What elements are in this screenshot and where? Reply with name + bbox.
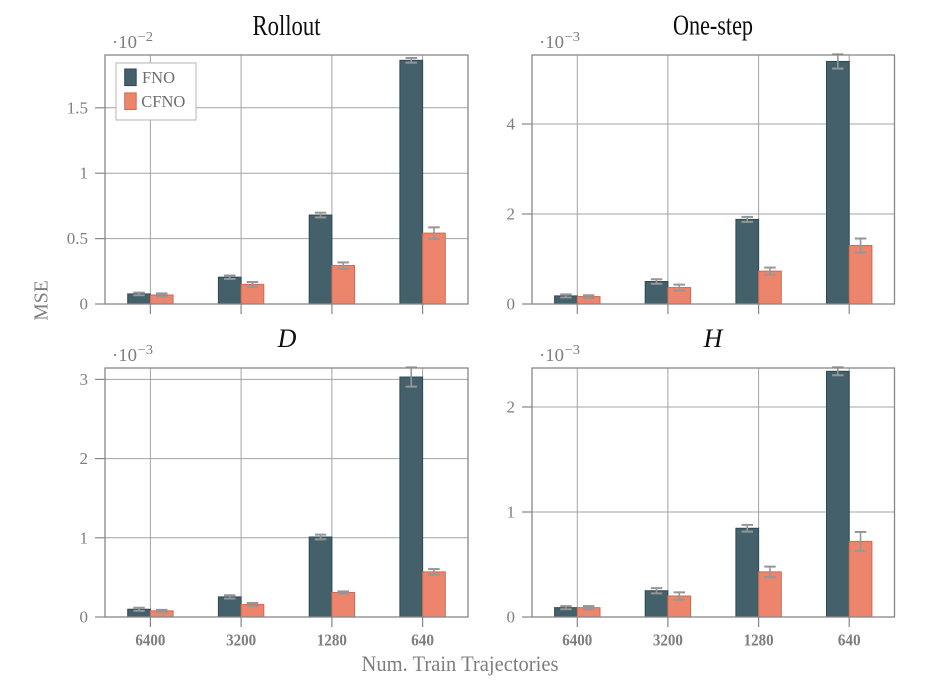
svg-text:−3: −3 bbox=[565, 29, 581, 44]
svg-text:4: 4 bbox=[507, 115, 516, 134]
svg-text:0: 0 bbox=[80, 295, 89, 314]
svg-text:−3: −3 bbox=[565, 342, 581, 357]
svg-text:3200: 3200 bbox=[653, 631, 683, 650]
svg-text:1280: 1280 bbox=[744, 631, 774, 650]
svg-text:0: 0 bbox=[507, 608, 516, 627]
svg-text:One-step: One-step bbox=[673, 10, 753, 42]
svg-text:0.5: 0.5 bbox=[67, 229, 88, 248]
svg-text:·10: ·10 bbox=[539, 345, 564, 365]
svg-text:0: 0 bbox=[507, 295, 516, 314]
svg-text:6400: 6400 bbox=[562, 631, 592, 650]
svg-text:2: 2 bbox=[507, 205, 516, 224]
svg-text:CFNO: CFNO bbox=[141, 92, 185, 111]
svg-text:FNO: FNO bbox=[142, 68, 175, 87]
svg-text:0: 0 bbox=[80, 608, 89, 627]
svg-text:1: 1 bbox=[507, 503, 516, 522]
svg-text:1: 1 bbox=[80, 528, 89, 547]
svg-text:640: 640 bbox=[838, 631, 861, 650]
svg-text:·10: ·10 bbox=[112, 345, 137, 365]
svg-text:MSE: MSE bbox=[31, 280, 53, 321]
svg-text:3200: 3200 bbox=[226, 631, 256, 650]
svg-text:6400: 6400 bbox=[135, 631, 165, 650]
svg-text:1280: 1280 bbox=[317, 631, 347, 650]
svg-text:−3: −3 bbox=[138, 342, 154, 357]
svg-text:2: 2 bbox=[507, 398, 516, 417]
svg-text:·10: ·10 bbox=[539, 32, 564, 52]
svg-text:1.5: 1.5 bbox=[67, 98, 88, 117]
svg-text:H: H bbox=[703, 324, 724, 353]
svg-text:−2: −2 bbox=[138, 29, 154, 44]
svg-text:640: 640 bbox=[411, 631, 434, 650]
svg-text:·10: ·10 bbox=[112, 32, 137, 52]
svg-text:1: 1 bbox=[80, 164, 89, 183]
svg-text:D: D bbox=[277, 324, 297, 353]
svg-text:2: 2 bbox=[80, 449, 89, 468]
svg-text:Num. Train Trajectories: Num. Train Trajectories bbox=[362, 651, 559, 676]
svg-text:Rollout: Rollout bbox=[253, 10, 321, 42]
svg-text:3: 3 bbox=[80, 370, 89, 389]
